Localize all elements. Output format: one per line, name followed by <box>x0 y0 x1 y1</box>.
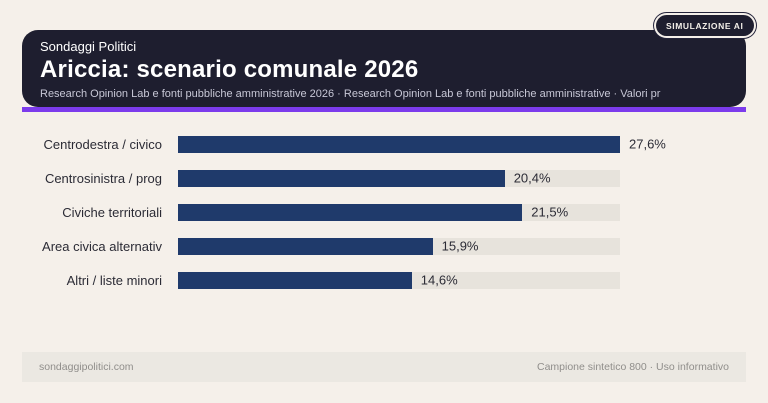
simulation-ai-badge: SIMULAZIONE AI <box>656 15 754 36</box>
page-title: Ariccia: scenario comunale 2026 <box>40 56 419 83</box>
category-label: Centrosinistra / prog <box>44 170 162 186</box>
bar-track: 15,9% <box>178 237 620 255</box>
value-label: 21,5% <box>531 204 569 220</box>
brand-name: Sondaggi Politici <box>40 39 137 54</box>
bar-track: 14,6% <box>178 271 620 289</box>
bar-row: Civiche territoriali 21,5% <box>22 195 746 229</box>
bar-track: 20,4% <box>178 169 620 187</box>
footer: sondaggipolitici.com Campione sintetico … <box>22 352 746 382</box>
bar-fill <box>178 271 412 289</box>
bar-fill <box>178 237 433 255</box>
value-label: 20,4% <box>513 170 551 186</box>
value-label: 14,6% <box>420 272 458 288</box>
bar-fill <box>178 135 620 153</box>
footer-sample-note: Campione sintetico 800 · Uso informativo <box>536 361 729 373</box>
bar-track: 21,5% <box>178 203 620 221</box>
value-label: 15,9% <box>441 238 479 254</box>
value-label: 27,6% <box>629 136 666 152</box>
bar-fill <box>178 203 523 221</box>
header-card: Sondaggi Politici Ariccia: scenario comu… <box>22 30 746 107</box>
category-label: Area civica alternativ <box>42 238 162 254</box>
bar-row: Altri / liste minori 14,6% <box>22 263 746 297</box>
bar-chart: Centrodestra / civico 27,6% Centrosinist… <box>22 127 746 297</box>
bar-row: Centrodestra / civico 27,6% <box>22 127 746 161</box>
bar-row: Centrosinistra / prog 20,4% <box>22 161 746 195</box>
bar-track: 27,6% <box>178 135 666 153</box>
simulation-ai-badge-label: SIMULAZIONE AI <box>666 20 744 31</box>
footer-site-url: sondaggipolitici.com <box>39 361 134 373</box>
category-label: Centrodestra / civico <box>43 136 163 152</box>
source-subtitle: Research Opinion Lab e fonti pubbliche a… <box>40 88 661 100</box>
category-label: Altri / liste minori <box>66 272 162 288</box>
accent-divider <box>22 107 746 112</box>
bar-fill <box>178 169 505 187</box>
bar-row: Area civica alternativ 15,9% <box>22 229 746 263</box>
category-label: Civiche territoriali <box>62 204 162 220</box>
